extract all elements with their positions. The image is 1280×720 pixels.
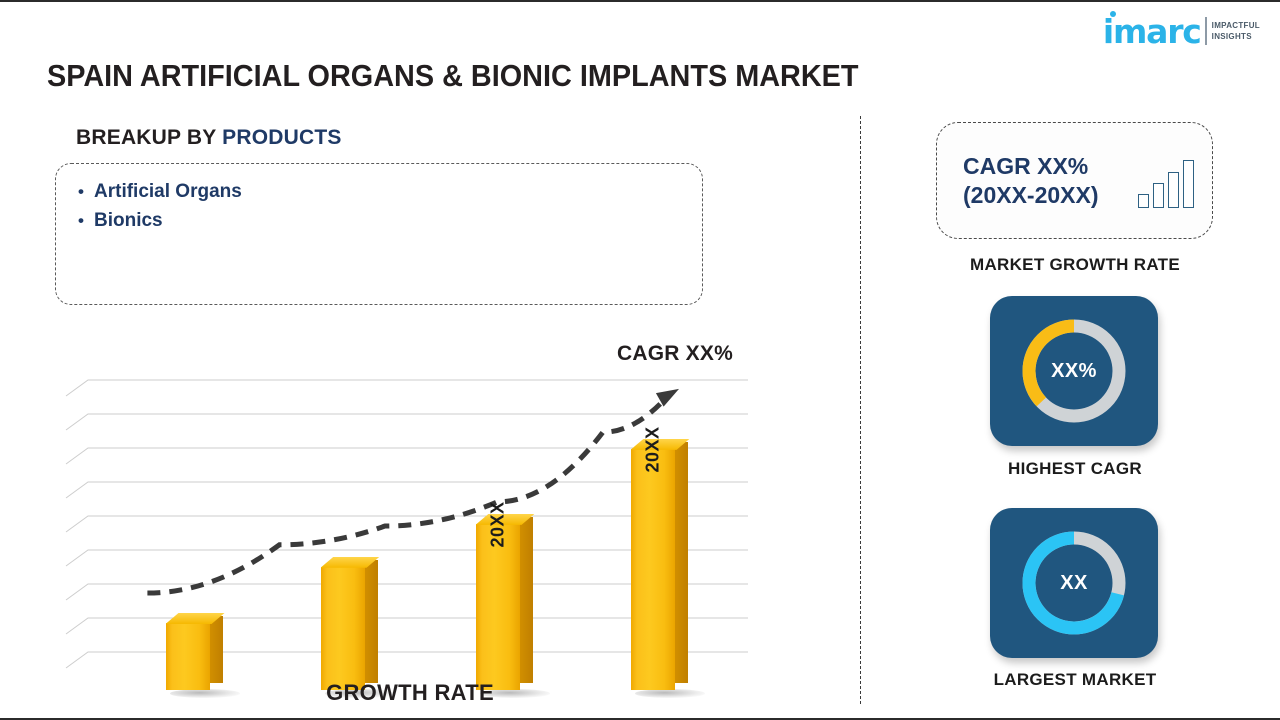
logo-tagline-line1: IMPACTFUL	[1211, 21, 1260, 30]
bar-top-face-shape	[630, 438, 690, 450]
donut-chart-largest-market	[1022, 531, 1126, 635]
bar-top-face-shape	[320, 556, 380, 568]
donut-center-value: XX	[1060, 571, 1088, 594]
trend-line	[147, 393, 671, 596]
trend-arrowhead-icon	[655, 388, 679, 407]
bar-front-face	[320, 566, 365, 690]
bar-value-label: 20XX	[487, 501, 507, 548]
cagr-card-text: CAGR XX% (20XX-20XX)	[963, 152, 1099, 210]
logo-tagline-line2: INSIGHTS	[1211, 32, 1252, 41]
bar-front-face	[630, 448, 675, 690]
list-item: • Bionics	[78, 206, 702, 235]
bar	[630, 438, 690, 690]
mini-bar-1	[1138, 194, 1149, 208]
bar-side-face	[519, 516, 533, 683]
mini-bar-2	[1153, 183, 1164, 208]
x-axis-title-text: GROWTH RATE	[326, 680, 494, 705]
donut-center-value: XX%	[1051, 359, 1097, 382]
logo-dot-icon	[1109, 11, 1116, 17]
page-title: SPAIN ARTIFICIAL ORGANS & BIONIC IMPLANT…	[47, 58, 859, 93]
mini-bar-4	[1183, 160, 1194, 208]
donut-fill-arc	[1022, 531, 1126, 635]
bar-shadow	[634, 689, 705, 698]
cagr-card: CAGR XX% (20XX-20XX)	[936, 122, 1213, 239]
bar-top-face-shape	[165, 613, 225, 624]
logo-separator	[1204, 17, 1207, 45]
bar-side-face	[674, 441, 688, 683]
bar-side-face	[209, 616, 223, 683]
bar-top-face	[320, 556, 380, 568]
bar	[320, 556, 380, 690]
bar-side-face	[364, 559, 378, 683]
breakup-heading-accent: PRODUCTS	[222, 126, 342, 149]
list-item-label: Bionics	[94, 210, 163, 231]
gridline	[65, 379, 748, 397]
largest-market-donut-card: XX	[990, 508, 1158, 658]
products-box: • Artificial Organs • Bionics	[55, 163, 703, 305]
gridline	[65, 413, 748, 431]
bar-shadow	[169, 689, 240, 698]
bar-value-label: 20XX	[642, 426, 662, 473]
x-axis-title: GROWTH RATE	[60, 680, 760, 706]
bar-top-face	[630, 438, 690, 450]
bar-chart-growth-icon	[1138, 160, 1194, 208]
chart-cagr-label: CAGR XX%	[617, 342, 733, 365]
top-rule	[0, 0, 1280, 2]
gridline	[65, 447, 748, 465]
mini-bar-3	[1168, 172, 1179, 208]
cagr-card-line1: CAGR XX%	[963, 152, 1089, 179]
donut-fill-arc	[1022, 319, 1126, 423]
bar	[475, 513, 535, 690]
highest-cagr-donut-card: XX%	[990, 296, 1158, 446]
bullet-icon: •	[78, 211, 84, 230]
bar-shadow	[479, 689, 550, 698]
donut-chart-highest-cagr	[1022, 319, 1126, 423]
bottom-rule	[0, 718, 1280, 720]
bar	[165, 612, 225, 690]
caption-highest-cagr: HIGHEST CAGR	[1008, 459, 1142, 478]
caption-market-growth-rate: MARKET GROWTH RATE	[969, 255, 1180, 274]
caption-largest-market: LARGEST MARKET	[993, 670, 1157, 689]
bar-front-face	[475, 523, 520, 690]
bar-front-face	[165, 623, 210, 690]
bullet-icon: •	[78, 182, 84, 201]
bar-top-face	[165, 613, 225, 624]
bar-top-face	[475, 513, 535, 525]
vertical-divider	[860, 116, 861, 704]
products-list: • Artificial Organs • Bionics	[56, 164, 702, 235]
cagr-card-line2: (20XX-20XX)	[963, 181, 1099, 208]
logo-wordmark: imarc	[1102, 11, 1202, 51]
gridline	[65, 481, 748, 499]
growth-rate-bar-chart: 20XX 20XX CAGR XX% GROWTH RATE	[60, 332, 760, 710]
bar-shadow	[324, 689, 395, 698]
trend-line-group	[147, 388, 679, 596]
breakup-heading: BREAKUP BY PRODUCTS	[76, 126, 342, 150]
breakup-heading-plain: BREAKUP BY	[76, 126, 223, 149]
bar-top-face-shape	[475, 513, 535, 525]
list-item: • Artificial Organs	[78, 177, 702, 206]
list-item-label: Artificial Organs	[94, 181, 242, 202]
logo-tagline: IMPACTFUL INSIGHTS	[1212, 20, 1260, 42]
imarc-logo: imarc IMPACTFUL INSIGHTS	[1102, 11, 1260, 51]
